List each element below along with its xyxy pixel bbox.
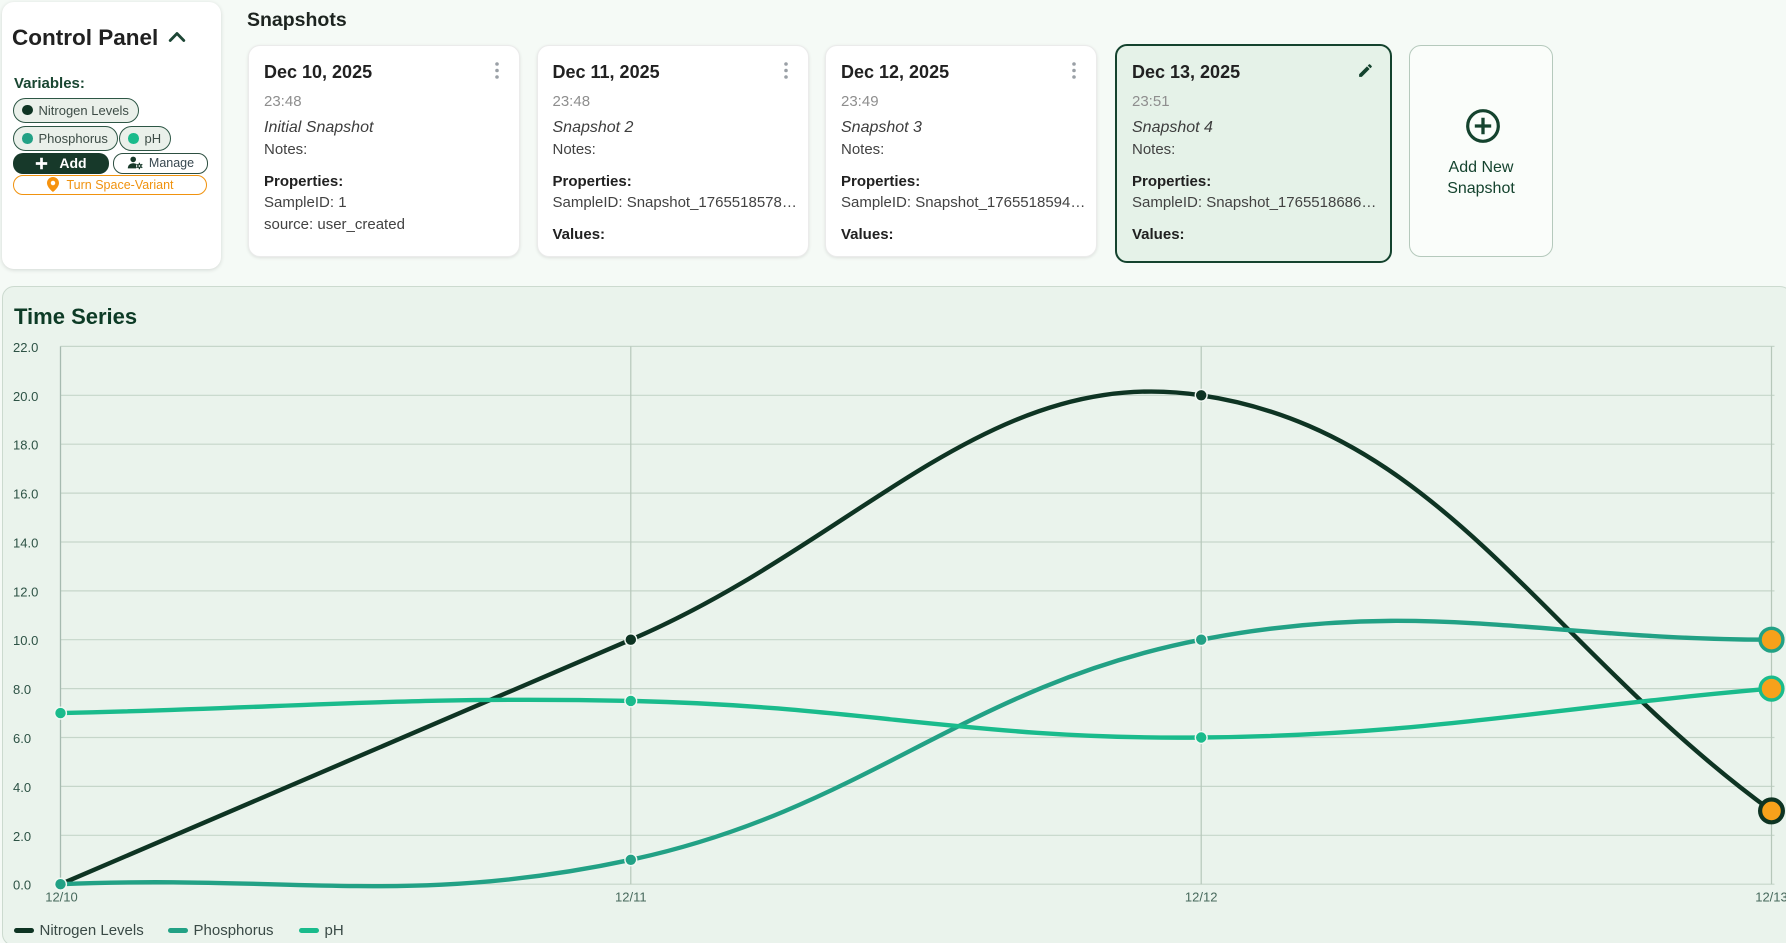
svg-text:20.0: 20.0	[13, 389, 38, 404]
svg-text:10.0: 10.0	[13, 633, 38, 648]
svg-text:12/10: 12/10	[45, 890, 78, 905]
svg-text:18.0: 18.0	[13, 438, 38, 453]
svg-text:6.0: 6.0	[13, 731, 31, 746]
svg-text:12/12: 12/12	[1185, 890, 1218, 905]
svg-text:0.0: 0.0	[13, 878, 31, 893]
svg-text:12.0: 12.0	[13, 584, 38, 599]
svg-text:14.0: 14.0	[13, 536, 38, 551]
svg-text:2.0: 2.0	[13, 829, 31, 844]
svg-text:4.0: 4.0	[13, 780, 31, 795]
svg-text:12/11: 12/11	[615, 890, 647, 905]
svg-text:12/13: 12/13	[1755, 890, 1786, 905]
svg-text:22.0: 22.0	[13, 340, 38, 355]
svg-text:8.0: 8.0	[13, 682, 31, 697]
svg-text:16.0: 16.0	[13, 487, 38, 502]
